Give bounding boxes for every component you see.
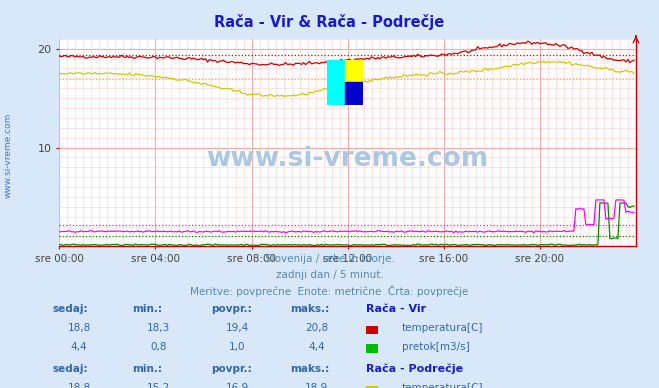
Text: Rača - Vir & Rača - Podrečje: Rača - Vir & Rača - Podrečje <box>214 14 445 29</box>
Text: min.:: min.: <box>132 364 162 374</box>
Text: 18,8: 18,8 <box>67 323 91 333</box>
Text: 16,9: 16,9 <box>225 383 249 388</box>
Text: Rača - Podrečje: Rača - Podrečje <box>366 364 463 374</box>
Text: pretok[m3/s]: pretok[m3/s] <box>402 341 470 352</box>
Text: 15,2: 15,2 <box>146 383 170 388</box>
Text: 18,9: 18,9 <box>304 383 328 388</box>
Text: zadnji dan / 5 minut.: zadnji dan / 5 minut. <box>275 270 384 280</box>
Text: www.si-vreme.com: www.si-vreme.com <box>3 113 13 198</box>
Text: 19,4: 19,4 <box>225 323 249 333</box>
Text: 1,0: 1,0 <box>229 341 246 352</box>
Text: 18,3: 18,3 <box>146 323 170 333</box>
Text: www.si-vreme.com: www.si-vreme.com <box>206 146 489 172</box>
Text: sedaj:: sedaj: <box>53 304 88 314</box>
Text: 20,8: 20,8 <box>304 323 328 333</box>
Bar <box>345 59 363 82</box>
Text: Slovenija / reke in morje.: Slovenija / reke in morje. <box>264 254 395 264</box>
Text: maks.:: maks.: <box>290 364 330 374</box>
Text: povpr.:: povpr.: <box>211 364 252 374</box>
Text: maks.:: maks.: <box>290 304 330 314</box>
Text: povpr.:: povpr.: <box>211 304 252 314</box>
Bar <box>327 59 345 105</box>
Text: temperatura[C]: temperatura[C] <box>402 383 484 388</box>
Text: min.:: min.: <box>132 304 162 314</box>
Text: 18,8: 18,8 <box>67 383 91 388</box>
Text: sedaj:: sedaj: <box>53 364 88 374</box>
Text: 4,4: 4,4 <box>308 341 325 352</box>
Text: Meritve: povprečne  Enote: metrične  Črta: povprečje: Meritve: povprečne Enote: metrične Črta:… <box>190 285 469 297</box>
Text: temperatura[C]: temperatura[C] <box>402 323 484 333</box>
Bar <box>345 82 363 105</box>
Text: 0,8: 0,8 <box>150 341 167 352</box>
Text: 4,4: 4,4 <box>71 341 88 352</box>
Text: Rača - Vir: Rača - Vir <box>366 304 426 314</box>
